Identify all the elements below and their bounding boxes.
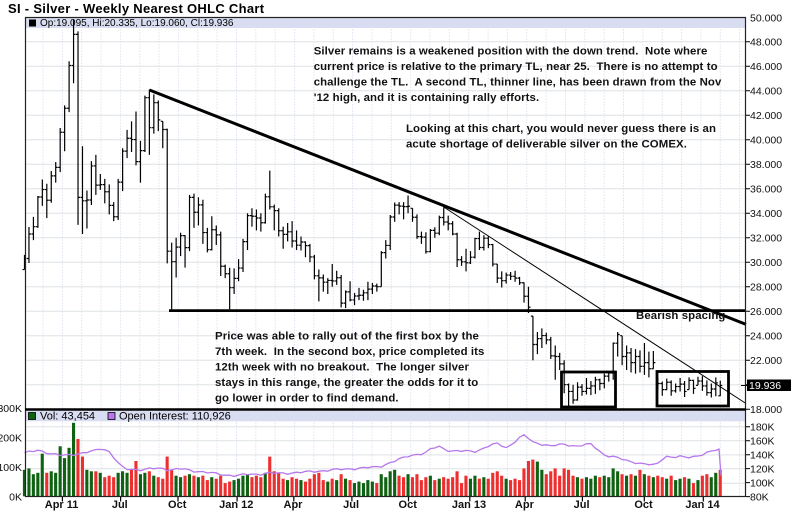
svg-text:7th week. In the second box,: 7th week. In the second box, price compl… <box>215 346 484 358</box>
svg-text:'12 high, and it is containing: '12 high, and it is containing rally eff… <box>314 92 540 104</box>
svg-text:34.000: 34.000 <box>750 208 782 220</box>
svg-text:Vol: 43,454: Vol: 43,454 <box>40 411 95 423</box>
svg-text:180K: 180K <box>750 422 775 434</box>
svg-text:stays in this range, the great: stays in this range, the greater the odd… <box>215 377 478 389</box>
svg-text:go lower in order to find dema: go lower in order to find demand. <box>215 393 399 405</box>
svg-text:300K: 300K <box>0 403 22 415</box>
svg-text:160K: 160K <box>750 436 775 448</box>
svg-text:Open Interest: 110,926: Open Interest: 110,926 <box>119 411 231 423</box>
svg-text:50.000: 50.000 <box>750 13 782 25</box>
svg-text:80K: 80K <box>750 492 769 504</box>
svg-text:24.000: 24.000 <box>750 331 782 343</box>
svg-text:Oct: Oct <box>168 499 187 511</box>
svg-text:12th week with no breakout. T: 12th week with no breakout. The longer s… <box>215 362 469 374</box>
svg-text:30.000: 30.000 <box>750 257 782 269</box>
svg-text:Looking at this chart, you wou: Looking at this chart, you would never g… <box>406 123 716 135</box>
svg-text:40.000: 40.000 <box>750 135 782 147</box>
svg-text:Apr: Apr <box>284 499 304 511</box>
svg-text:28.000: 28.000 <box>750 282 782 294</box>
svg-text:Jan 13: Jan 13 <box>452 499 486 511</box>
svg-text:Jul: Jul <box>112 499 128 511</box>
svg-text:Oct: Oct <box>634 499 653 511</box>
svg-text:36.000: 36.000 <box>750 184 782 196</box>
svg-text:Bearish spacing: Bearish spacing <box>636 310 726 322</box>
svg-text:44.000: 44.000 <box>750 86 782 98</box>
svg-text:26.000: 26.000 <box>750 306 782 318</box>
svg-text:Op:19.095, Hi:20.335, Lo:19.06: Op:19.095, Hi:20.335, Lo:19.060, Cl:19.9… <box>40 18 234 29</box>
svg-text:challenge the TL. A second TL: challenge the TL. A second TL, thinner l… <box>314 77 722 89</box>
svg-text:Jan 12: Jan 12 <box>219 499 253 511</box>
svg-text:Jan 14: Jan 14 <box>685 499 720 511</box>
svg-text:Silver remains is a weakened p: Silver remains is a weakened position wi… <box>314 46 708 58</box>
svg-text:Jul: Jul <box>343 499 359 511</box>
svg-text:SI - Silver - Weekly Nearest O: SI - Silver - Weekly Nearest OHLC Chart <box>8 1 265 16</box>
svg-text:200K: 200K <box>0 433 22 445</box>
svg-text:Oct: Oct <box>399 499 418 511</box>
svg-text:100K: 100K <box>750 478 775 490</box>
svg-text:Price was able to rally out of: Price was able to rally out of the first… <box>215 331 479 343</box>
svg-text:Apr 11: Apr 11 <box>45 499 79 511</box>
svg-text:120K: 120K <box>750 464 775 476</box>
svg-text:18.000: 18.000 <box>750 404 782 416</box>
svg-text:current price is relative to t: current price is relative to the primary… <box>314 61 718 73</box>
svg-text:Jul: Jul <box>574 499 590 511</box>
svg-text:38.000: 38.000 <box>750 159 782 171</box>
svg-text:140K: 140K <box>750 450 775 462</box>
svg-text:100K: 100K <box>0 462 22 474</box>
svg-text:19.936: 19.936 <box>749 380 781 392</box>
svg-text:42.000: 42.000 <box>750 110 782 122</box>
svg-text:Apr: Apr <box>515 499 535 511</box>
svg-text:32.000: 32.000 <box>750 233 782 245</box>
svg-text:0K: 0K <box>9 491 22 503</box>
svg-text:22.000: 22.000 <box>750 355 782 367</box>
svg-text:acute shortage of deliverable: acute shortage of deliverable silver on … <box>406 139 687 151</box>
svg-text:46.000: 46.000 <box>750 61 782 73</box>
svg-text:48.000: 48.000 <box>750 37 782 49</box>
